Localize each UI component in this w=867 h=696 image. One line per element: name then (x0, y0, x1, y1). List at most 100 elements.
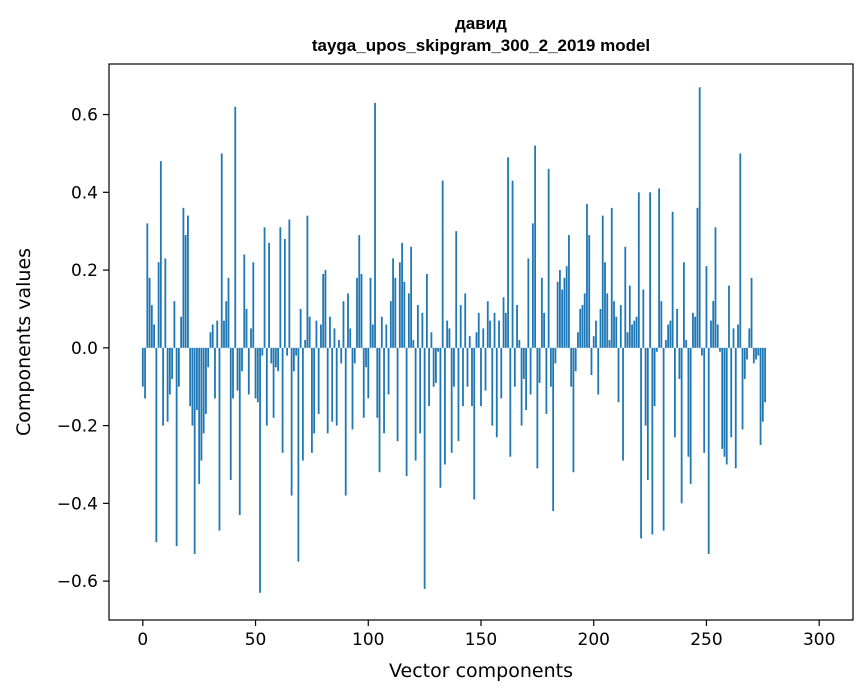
bar-31 (211, 324, 214, 348)
bar-179 (545, 347, 548, 414)
bar-120 (412, 340, 415, 348)
bar-195 (581, 305, 584, 348)
bar-218 (633, 320, 636, 348)
bar-225 (649, 192, 651, 348)
bar-137 (450, 347, 453, 453)
bar-197 (586, 203, 588, 348)
bar-56 (268, 242, 270, 348)
bar-47 (247, 347, 250, 395)
bar-8 (159, 161, 162, 348)
bar-239 (680, 347, 683, 504)
bar-44 (241, 347, 243, 372)
bar-9 (162, 347, 165, 426)
bar-35 (220, 153, 223, 348)
bar-162 (507, 157, 509, 348)
bar-271 (752, 347, 755, 364)
bar-75 (311, 347, 313, 453)
bar-214 (624, 246, 627, 348)
bar-28 (205, 347, 207, 414)
bar-171 (527, 258, 530, 348)
bar-138 (453, 347, 455, 387)
bar-78 (317, 347, 320, 414)
bar-221 (640, 347, 642, 539)
bar-119 (410, 246, 413, 348)
bar-23 (193, 347, 196, 554)
bar-104 (376, 347, 379, 418)
bar-223 (644, 347, 647, 426)
bar-184 (556, 281, 559, 348)
bar-212 (619, 305, 622, 348)
bar-267 (743, 347, 746, 379)
bar-220 (637, 192, 640, 348)
bar-194 (579, 308, 582, 348)
bar-167 (518, 340, 521, 348)
x-tick-label: 150 (465, 630, 497, 650)
bar-183 (554, 347, 557, 364)
bar-52 (259, 347, 261, 593)
bar-91 (347, 293, 349, 348)
bar-240 (683, 262, 685, 348)
bar-149 (477, 312, 480, 348)
bar-18 (182, 207, 185, 348)
bar-39 (229, 347, 232, 481)
bar-103 (374, 102, 376, 348)
bar-118 (407, 293, 410, 348)
bar-29 (207, 347, 210, 368)
bar-200 (592, 336, 595, 348)
bar-132 (439, 347, 442, 488)
bar-203 (599, 308, 602, 348)
bar-169 (522, 347, 525, 379)
bar-53 (261, 347, 264, 356)
bar-224 (646, 347, 649, 481)
bar-204 (601, 215, 604, 348)
bar-71 (301, 347, 304, 461)
x-tick-label: 50 (245, 630, 267, 650)
bar-67 (292, 347, 295, 372)
bar-241 (685, 340, 688, 348)
bar-133 (441, 180, 444, 348)
x-tick-label: 300 (803, 630, 835, 650)
bar-270 (750, 277, 753, 348)
bar-66 (290, 347, 293, 496)
x-tick-label: 250 (690, 630, 722, 650)
y-tick-label: 0.4 (71, 183, 98, 203)
bar-211 (617, 347, 620, 403)
bar-135 (446, 320, 449, 348)
bar-219 (635, 316, 638, 348)
bar-110 (389, 301, 392, 348)
bar-143 (464, 293, 467, 348)
bar-152 (484, 347, 487, 391)
bar-259 (725, 347, 728, 465)
bar-15 (175, 347, 178, 547)
y-tick-label: 0.2 (71, 261, 98, 281)
bar-80 (322, 273, 325, 348)
bar-243 (689, 347, 692, 484)
bar-166 (516, 305, 518, 348)
bar-185 (559, 270, 561, 348)
bar-158 (498, 320, 500, 348)
bar-198 (588, 235, 591, 348)
bar-30 (209, 332, 212, 348)
bar-100 (367, 347, 370, 399)
bar-1 (144, 347, 146, 399)
bar-159 (500, 347, 503, 399)
bar-160 (502, 297, 505, 348)
bar-232 (664, 340, 667, 348)
bar-210 (615, 316, 618, 348)
bar-229 (658, 188, 661, 348)
x-axis-label: Vector components (389, 660, 573, 682)
bar-266 (741, 347, 744, 430)
bar-173 (531, 223, 534, 348)
bar-111 (392, 258, 394, 348)
bar-147 (473, 347, 476, 500)
bar-6 (155, 347, 158, 543)
bar-105 (378, 347, 381, 473)
bar-86 (335, 347, 338, 426)
bar-54 (263, 227, 266, 348)
bar-272 (755, 347, 757, 360)
bar-45 (243, 254, 246, 348)
bar-236 (673, 347, 676, 438)
bar-17 (180, 316, 183, 348)
bar-38 (227, 277, 230, 348)
bar-126 (425, 273, 428, 348)
